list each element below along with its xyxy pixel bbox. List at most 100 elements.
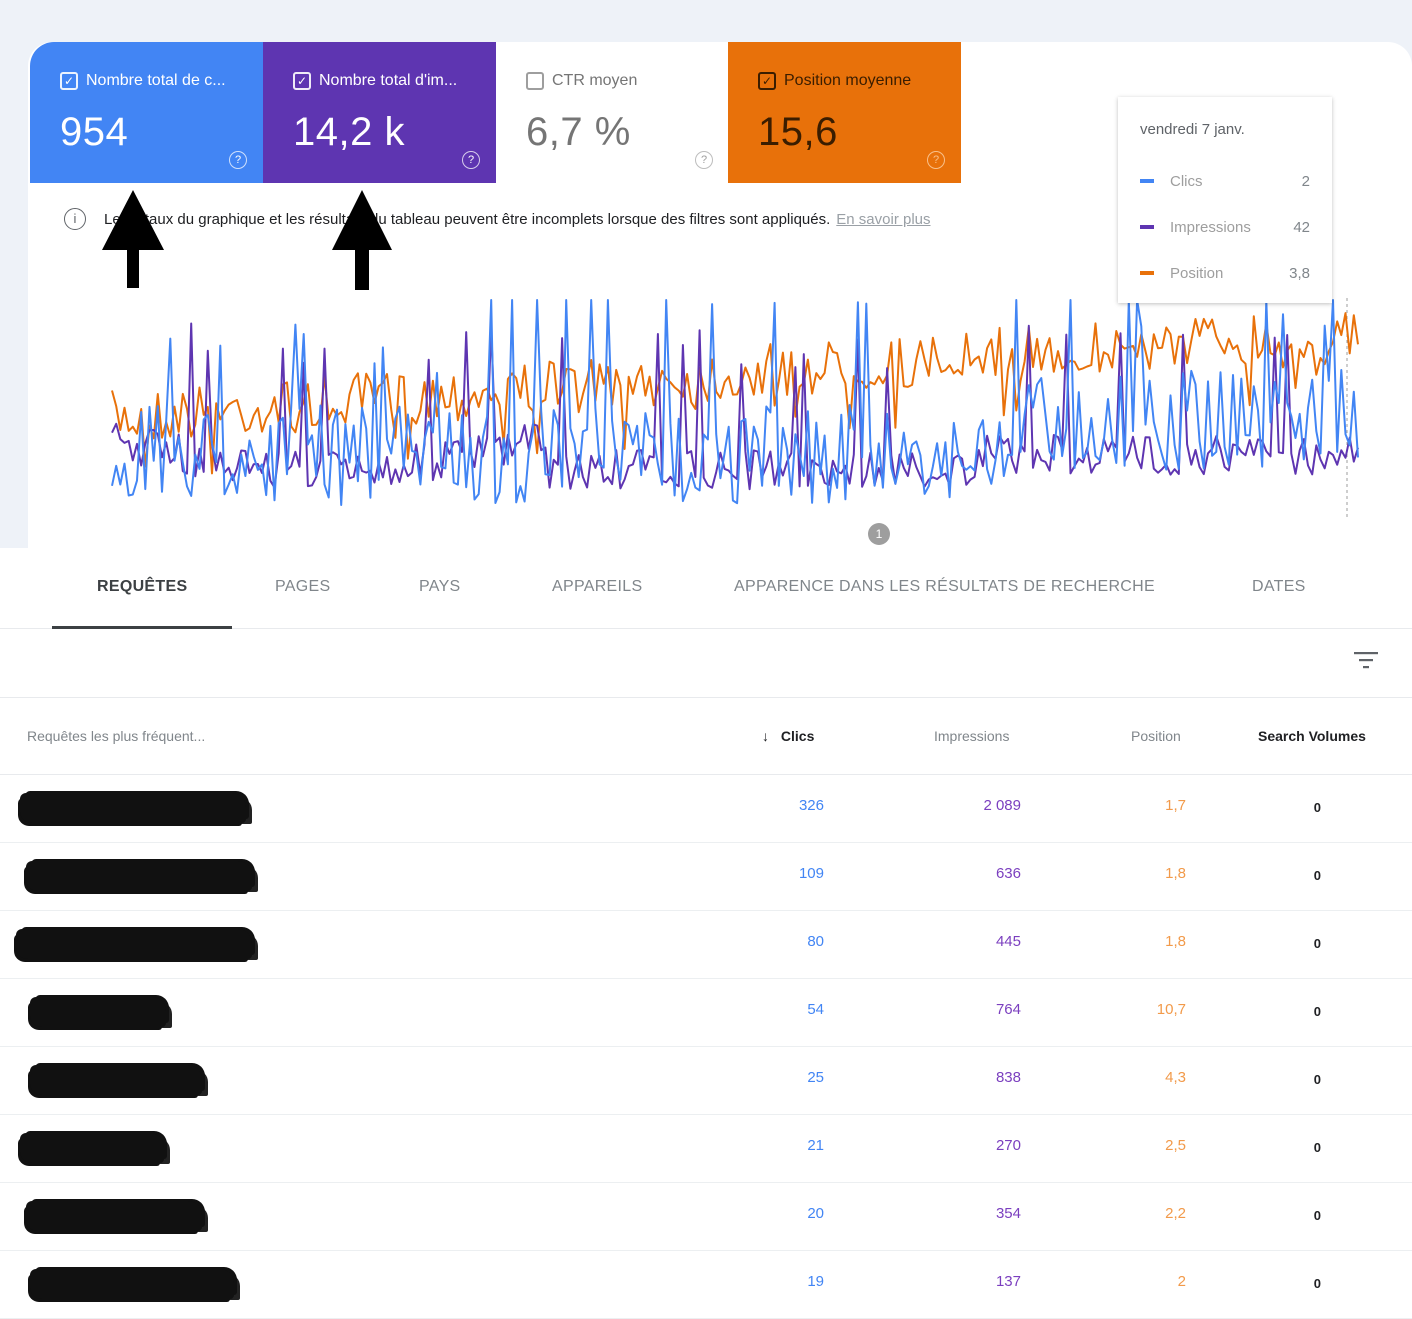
table-filter-bar	[0, 630, 1412, 698]
tab-queries[interactable]: REQUÊTES	[97, 578, 188, 595]
table-row[interactable]: 25 838 4,3 0	[0, 1047, 1412, 1115]
redacted-query	[30, 1269, 234, 1299]
cell-position: 10,7	[1156, 1001, 1186, 1018]
redacted-query	[20, 793, 246, 823]
metric-value: 6,7 %	[526, 110, 631, 154]
column-header-clicks[interactable]: ↓ Clics	[762, 728, 814, 744]
redacted-query	[30, 1065, 202, 1095]
checkbox-icon[interactable]	[526, 72, 544, 90]
learn-more-link[interactable]: En savoir plus	[836, 210, 931, 228]
column-header-search-volumes[interactable]: Search Volumes	[1258, 728, 1366, 744]
performance-chart[interactable]	[0, 280, 1412, 550]
table-row[interactable]: 20 354 2,2 0	[0, 1183, 1412, 1251]
cell-impressions: 764	[995, 1001, 1021, 1018]
legend-swatch	[1140, 225, 1154, 229]
series-line-impressions	[111, 322, 1359, 491]
metric-value: 15,6	[758, 110, 838, 154]
cell-clicks: 21	[807, 1137, 824, 1154]
tooltip-series-name: Impressions	[1170, 218, 1251, 236]
cell-impressions: 270	[995, 1137, 1021, 1154]
sort-arrow-icon: ↓	[762, 728, 769, 744]
tooltip-series-name: Clics	[1170, 172, 1203, 190]
metric-label: CTR moyen	[552, 72, 638, 89]
query-table-body: 326 2 089 1,7 0 109 636 1,8 0 80 445 1,8…	[0, 775, 1412, 1319]
cell-impressions: 445	[995, 933, 1021, 950]
column-header-position[interactable]: Position	[1131, 728, 1181, 744]
help-icon[interactable]: ?	[462, 151, 480, 169]
tab-search-appearance[interactable]: APPARENCE DANS LES RÉSULTATS DE RECHERCH…	[734, 578, 1155, 595]
metric-value: 14,2 k	[293, 110, 405, 154]
column-header-query[interactable]: Requêtes les plus fréquent...	[27, 728, 206, 744]
checkbox-icon[interactable]: ✓	[293, 72, 311, 90]
table-row[interactable]: 19 137 2 0	[0, 1251, 1412, 1319]
redacted-query	[26, 1201, 202, 1231]
cell-search-volume: 0	[1313, 1140, 1321, 1155]
metric-label: Position moyenne	[784, 72, 912, 89]
cell-search-volume: 0	[1313, 1276, 1321, 1291]
metric-total-clicks[interactable]: ✓ Nombre total de c... 954 ?	[30, 42, 263, 183]
cell-search-volume: 0	[1313, 1004, 1321, 1019]
table-header: Requêtes les plus fréquent... ↓ Clics Im…	[0, 698, 1412, 775]
tooltip-series-value: 42	[1293, 218, 1310, 236]
help-icon[interactable]: ?	[229, 151, 247, 169]
metric-label: Nombre total d'im...	[319, 72, 458, 89]
cell-impressions: 636	[995, 865, 1021, 882]
cell-position: 2,5	[1165, 1137, 1186, 1154]
table-row[interactable]: 80 445 1,8 0	[0, 911, 1412, 979]
annotation-arrow-icon	[102, 190, 164, 288]
chart-tooltip: vendredi 7 janv. Clics 2 Impressions 42 …	[1118, 97, 1332, 303]
help-icon[interactable]: ?	[927, 151, 945, 169]
tab-devices[interactable]: APPAREILS	[552, 578, 643, 595]
tab-pages[interactable]: PAGES	[275, 578, 331, 595]
annotation-marker[interactable]: 1	[868, 523, 890, 545]
cell-clicks: 25	[807, 1069, 824, 1086]
metric-value: 954	[60, 110, 129, 154]
cell-impressions: 838	[995, 1069, 1021, 1086]
table-row[interactable]: 21 270 2,5 0	[0, 1115, 1412, 1183]
help-icon[interactable]: ?	[695, 151, 713, 169]
table-row[interactable]: 54 764 10,7 0	[0, 979, 1412, 1047]
metric-total-impressions[interactable]: ✓ Nombre total d'im... 14,2 k ?	[263, 42, 496, 183]
metric-average-ctr[interactable]: CTR moyen 6,7 % ?	[496, 42, 729, 183]
cell-search-volume: 0	[1313, 868, 1321, 883]
tab-dates[interactable]: DATES	[1252, 578, 1306, 595]
cell-position: 2	[1177, 1273, 1186, 1290]
cell-search-volume: 0	[1313, 1208, 1321, 1223]
metric-average-position[interactable]: ✓ Position moyenne 15,6 ?	[728, 42, 961, 183]
dimension-tabs: REQUÊTES PAGES PAYS APPAREILS APPARENCE …	[0, 560, 1412, 629]
table-row[interactable]: 326 2 089 1,7 0	[0, 775, 1412, 843]
cell-clicks: 54	[807, 1001, 824, 1018]
cell-position: 1,7	[1165, 797, 1186, 814]
cell-search-volume: 0	[1313, 936, 1321, 951]
cell-position: 4,3	[1165, 1069, 1186, 1086]
tooltip-series-value: 2	[1301, 172, 1310, 190]
redacted-query	[16, 929, 252, 959]
tooltip-row-clicks: Clics 2	[1140, 158, 1310, 204]
tooltip-row-impressions: Impressions 42	[1140, 204, 1310, 250]
cell-clicks: 80	[807, 933, 824, 950]
cell-clicks: 19	[807, 1273, 824, 1290]
cell-position: 2,2	[1165, 1205, 1186, 1222]
series-line-clics	[111, 299, 1359, 506]
redacted-query	[30, 997, 166, 1027]
redacted-query	[20, 1133, 164, 1163]
redacted-query	[26, 861, 252, 891]
checkbox-icon[interactable]: ✓	[758, 72, 776, 90]
column-header-impressions[interactable]: Impressions	[934, 728, 1010, 744]
filter-icon[interactable]	[1354, 650, 1378, 670]
checkbox-icon[interactable]: ✓	[60, 72, 78, 90]
annotation-arrow-icon	[332, 190, 392, 290]
cell-position: 1,8	[1165, 933, 1186, 950]
cell-clicks: 109	[798, 865, 824, 882]
column-header-clicks-label: Clics	[780, 728, 815, 744]
cell-search-volume: 0	[1313, 1072, 1321, 1087]
tooltip-series-name: Position	[1170, 264, 1224, 282]
cell-clicks: 20	[807, 1205, 824, 1222]
tooltip-row-position: Position 3,8	[1140, 250, 1310, 296]
cell-search-volume: 0	[1313, 800, 1321, 815]
cell-impressions: 2 089	[983, 797, 1021, 814]
table-row[interactable]: 109 636 1,8 0	[0, 843, 1412, 911]
notice-text: Les totaux du graphique et les résultats…	[104, 210, 831, 228]
tab-countries[interactable]: PAYS	[419, 578, 461, 595]
tooltip-date: vendredi 7 janv.	[1140, 121, 1245, 138]
